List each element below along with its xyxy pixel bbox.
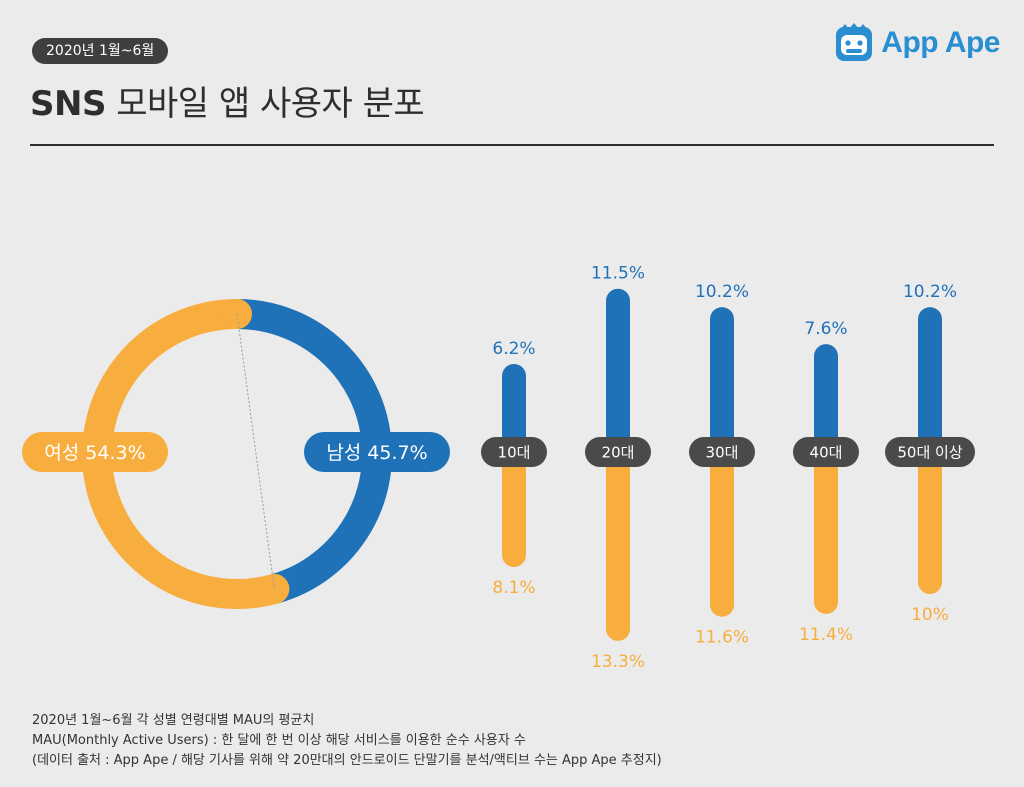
bar-female-label-1: 13.3% — [591, 652, 645, 672]
app-ape-monkey-icon — [836, 23, 873, 61]
donut-label-male-pill — [304, 432, 450, 472]
bar-female-4 — [918, 452, 942, 594]
bar-female-label-3: 11.4% — [799, 625, 853, 645]
category-pill-0 — [481, 437, 547, 467]
bar-male-label-2: 10.2% — [695, 282, 749, 302]
donut-label-male: 남성 45.7% — [326, 442, 427, 464]
category-pill-4 — [885, 437, 975, 467]
bar-male-label-1: 11.5% — [591, 264, 645, 284]
app-ape-logo: App Ape — [835, 20, 1000, 66]
page-title-rest: 모바일 앱 사용자 분포 — [105, 84, 425, 124]
header-divider — [30, 144, 994, 146]
bar-male-label-3: 7.6% — [804, 319, 847, 339]
bar-male-label-4: 10.2% — [903, 282, 957, 302]
donut-slice-female — [82, 299, 290, 609]
category-pill-3 — [793, 437, 859, 467]
footnote-line: 2020년 1월~6월 각 성별 연령대별 MAU의 평균치 — [32, 713, 315, 728]
bar-female-label-2: 11.6% — [695, 628, 749, 648]
donut-label-female: 여성 54.3% — [44, 442, 145, 464]
footnote-line: (데이터 출처 : App Ape / 해당 기사를 위해 약 20만대의 안드… — [32, 753, 662, 768]
category-label-4: 50대 이상 — [897, 444, 962, 462]
bar-female-3 — [814, 452, 838, 614]
footnote-line: MAU(Monthly Active Users) : 한 달에 한 번 이상 … — [32, 733, 526, 748]
category-label-3: 40대 — [810, 444, 843, 462]
category-label-2: 30대 — [706, 444, 739, 462]
bar-male-1 — [606, 288, 630, 452]
bar-female-0 — [502, 452, 526, 568]
bar-female-1 — [606, 452, 630, 641]
page-title-bold: SNS — [30, 84, 106, 124]
bar-male-label-0: 6.2% — [492, 339, 535, 359]
donut-label-female-pill — [22, 432, 168, 472]
chart-area: 남성 45.7% 여성 54.3% 6.2% 8.1% 10대 11.5% 13.3% 20대… — [22, 264, 975, 672]
category-label-1: 20대 — [602, 444, 635, 462]
bar-female-2 — [710, 452, 734, 617]
bar-male-4 — [918, 307, 942, 452]
donut-divider-line — [236, 313, 275, 589]
footnotes: 2020년 1월~6월 각 성별 연령대별 MAU의 평균치 MAU(Month… — [32, 711, 662, 771]
page-title: SNS 모바일 앱 사용자 분포 — [30, 76, 425, 125]
bar-male-3 — [814, 344, 838, 452]
bar-female-label-4: 10% — [911, 605, 949, 625]
period-badge: 2020년 1월~6월 — [32, 38, 169, 64]
category-pill-1 — [585, 437, 651, 467]
bar-male-0 — [502, 363, 526, 452]
category-pill-2 — [689, 437, 755, 467]
category-label-0: 10대 — [498, 444, 531, 462]
bar-male-2 — [710, 307, 734, 452]
logo-text: App Ape — [881, 26, 1000, 59]
bar-female-label-0: 8.1% — [492, 578, 535, 598]
